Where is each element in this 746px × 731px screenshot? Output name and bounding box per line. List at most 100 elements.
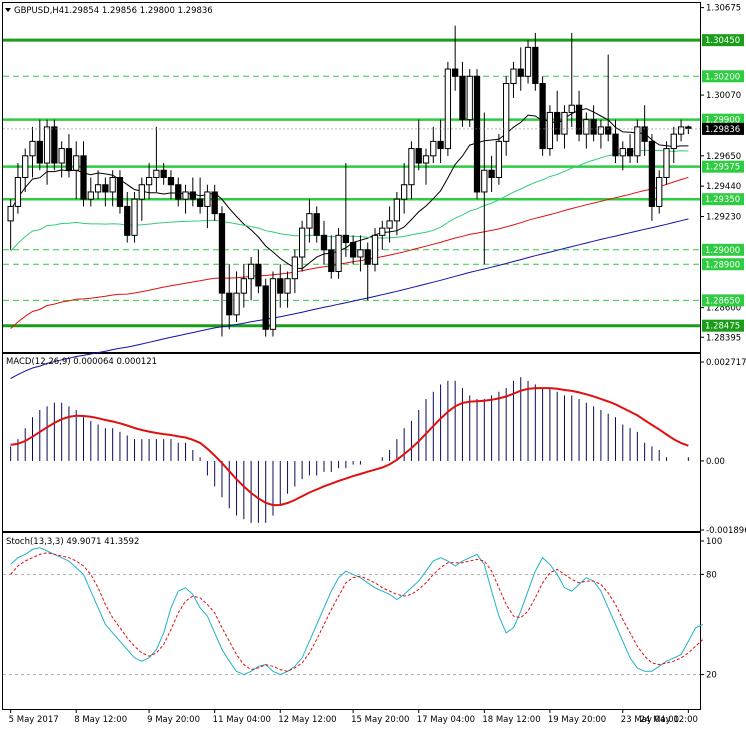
macd-tick-label: 0.00 (706, 457, 725, 467)
price-tick-label: 1.28395 (706, 333, 741, 343)
macd-tick-label: 0.002717 (706, 358, 746, 368)
candle-body (124, 205, 131, 236)
time-tick-label: 9 May 20:00 (147, 715, 200, 725)
level-label: 1.29575 (705, 163, 740, 173)
candle-body (102, 184, 109, 193)
candle-body (656, 177, 663, 207)
candle-body (386, 220, 393, 229)
stoch-main-line (10, 547, 704, 676)
candle-body (554, 111, 561, 135)
candle-body (80, 155, 87, 200)
level-label-bg (702, 258, 744, 271)
candle-body (306, 213, 313, 229)
macd-layer (10, 377, 689, 523)
candle-body (73, 155, 80, 171)
time-tick-label: 17 May 04:00 (417, 715, 475, 725)
macd-tick-label: -0.001896 (706, 526, 746, 536)
candle-body (561, 111, 568, 135)
candle-body (14, 177, 22, 207)
price-tick-label: 1.30070 (706, 91, 741, 101)
candle-body (94, 184, 102, 193)
price-tick-label: 1.28600 (706, 304, 741, 314)
candle-body (58, 148, 65, 164)
time-tick-label: 15 May 20:00 (351, 715, 409, 725)
time-tick-label: 11 May 04:00 (213, 715, 271, 725)
time-tick-label: 23 May 04:00 (621, 715, 679, 725)
level-label: 1.29000 (705, 246, 740, 256)
candle-body (677, 126, 685, 135)
symbol-dropdown-icon[interactable] (5, 8, 11, 12)
stoch-layer (3, 547, 704, 676)
candle-body (459, 75, 466, 121)
level-label: 1.30450 (705, 36, 740, 46)
price-tick-label: 1.29440 (706, 182, 741, 192)
stoch-pane-frame (2, 532, 701, 710)
candle-body (196, 198, 204, 207)
current-price-label: 1.29836 (705, 125, 740, 135)
candle-body (408, 148, 415, 186)
candle-body (211, 191, 218, 215)
candle-body (437, 140, 444, 150)
candle-body (145, 177, 153, 186)
candle-body (313, 213, 320, 236)
time-tick-label: 8 May 12:00 (74, 715, 127, 725)
candle-body (685, 126, 692, 129)
candle-body (255, 263, 262, 287)
level-label-bg (702, 113, 744, 126)
level-label-bg (702, 294, 744, 307)
candle-body (612, 133, 619, 157)
macd-signal-line (10, 387, 689, 507)
ma-black-line (10, 108, 689, 270)
candle-body (619, 148, 626, 157)
time-tick-label: 12 May 12:00 (278, 715, 336, 725)
candle-body (670, 133, 677, 150)
candle-body (495, 140, 503, 179)
level-label: 1.28900 (705, 260, 740, 270)
level-label-bg (702, 319, 744, 332)
candle-body (634, 126, 641, 157)
candle-body (597, 126, 605, 135)
candle-body (364, 249, 371, 265)
candle-body (342, 234, 350, 244)
candle-body (626, 148, 634, 157)
candle-body (233, 292, 240, 316)
level-label-bg (702, 70, 744, 83)
candle-body (466, 75, 473, 121)
current-price-bg (702, 122, 744, 135)
price-tick-label: 1.30675 (706, 4, 741, 14)
candle-body (131, 198, 138, 236)
ohlc-values: 1.29854 1.29856 1.29800 1.29836 (64, 6, 213, 16)
candle-body (393, 198, 401, 222)
candle-body (7, 205, 14, 222)
candle-body (262, 285, 269, 330)
candle-body (663, 148, 670, 178)
candle-body (524, 46, 532, 77)
level-label: 1.29350 (705, 195, 740, 205)
candle-body (357, 249, 364, 258)
candle-body (269, 278, 277, 330)
candle-body (488, 169, 495, 178)
candle-body (350, 242, 357, 258)
candle-body (51, 126, 58, 164)
candle-body (218, 213, 226, 294)
candle-body (328, 249, 335, 272)
candle-body (415, 148, 422, 164)
candle-body (138, 184, 145, 200)
candle-body (160, 169, 167, 178)
candle-body (575, 104, 583, 135)
candle-body (284, 278, 291, 294)
price-header: GBPUSD,H4 1.29854 1.29856 1.29800 1.2983… (5, 6, 213, 16)
candle-body (605, 126, 612, 135)
candle-body (583, 119, 590, 135)
candle-body (116, 177, 124, 207)
ma-blue-line (10, 218, 689, 379)
candle-body (87, 191, 94, 200)
candle-body (167, 177, 175, 186)
candle-body (546, 111, 554, 150)
level-label-bg (702, 34, 744, 47)
axis-layer: 1.30675 1.30070 1.29650 1.29440 1.29230 1.286… (9, 4, 746, 725)
candle-body (422, 155, 430, 164)
candle-body (648, 140, 656, 207)
candle-body (43, 126, 51, 164)
